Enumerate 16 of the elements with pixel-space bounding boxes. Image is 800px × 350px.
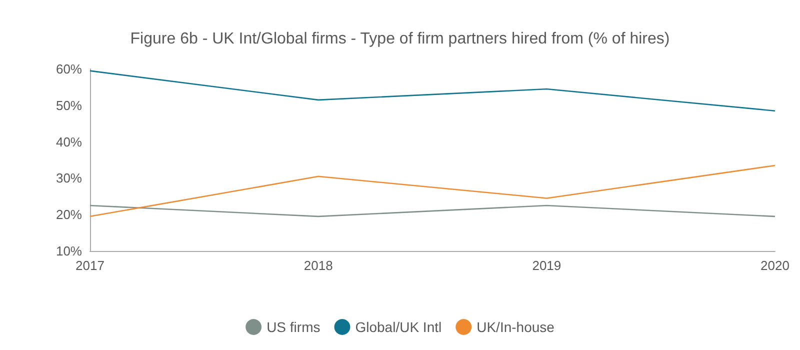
y-tick-label: 60% (56, 62, 82, 76)
y-tick-label: 50% (56, 98, 82, 113)
y-tick-label: 20% (56, 207, 82, 222)
line-series (89, 70, 776, 112)
y-tick-label: 40% (56, 134, 82, 150)
line-series (89, 164, 776, 218)
chart-title: Figure 6b - UK Int/Global firms - Type of firm partners hired from (% of hires) (130, 30, 670, 48)
x-tick-label: 2019 (532, 258, 562, 273)
x-tick-label: 2018 (304, 258, 333, 273)
x-tick-label: 2017 (76, 258, 104, 273)
y-tick-label: 10% (56, 244, 82, 258)
x-tick-label: 2020 (760, 258, 790, 273)
legend-label: UK/In-house (476, 319, 555, 335)
y-tick-label: 30% (56, 170, 82, 186)
legend-label: US firms (266, 319, 320, 335)
legend-label: Global/UK Intl (355, 319, 442, 335)
